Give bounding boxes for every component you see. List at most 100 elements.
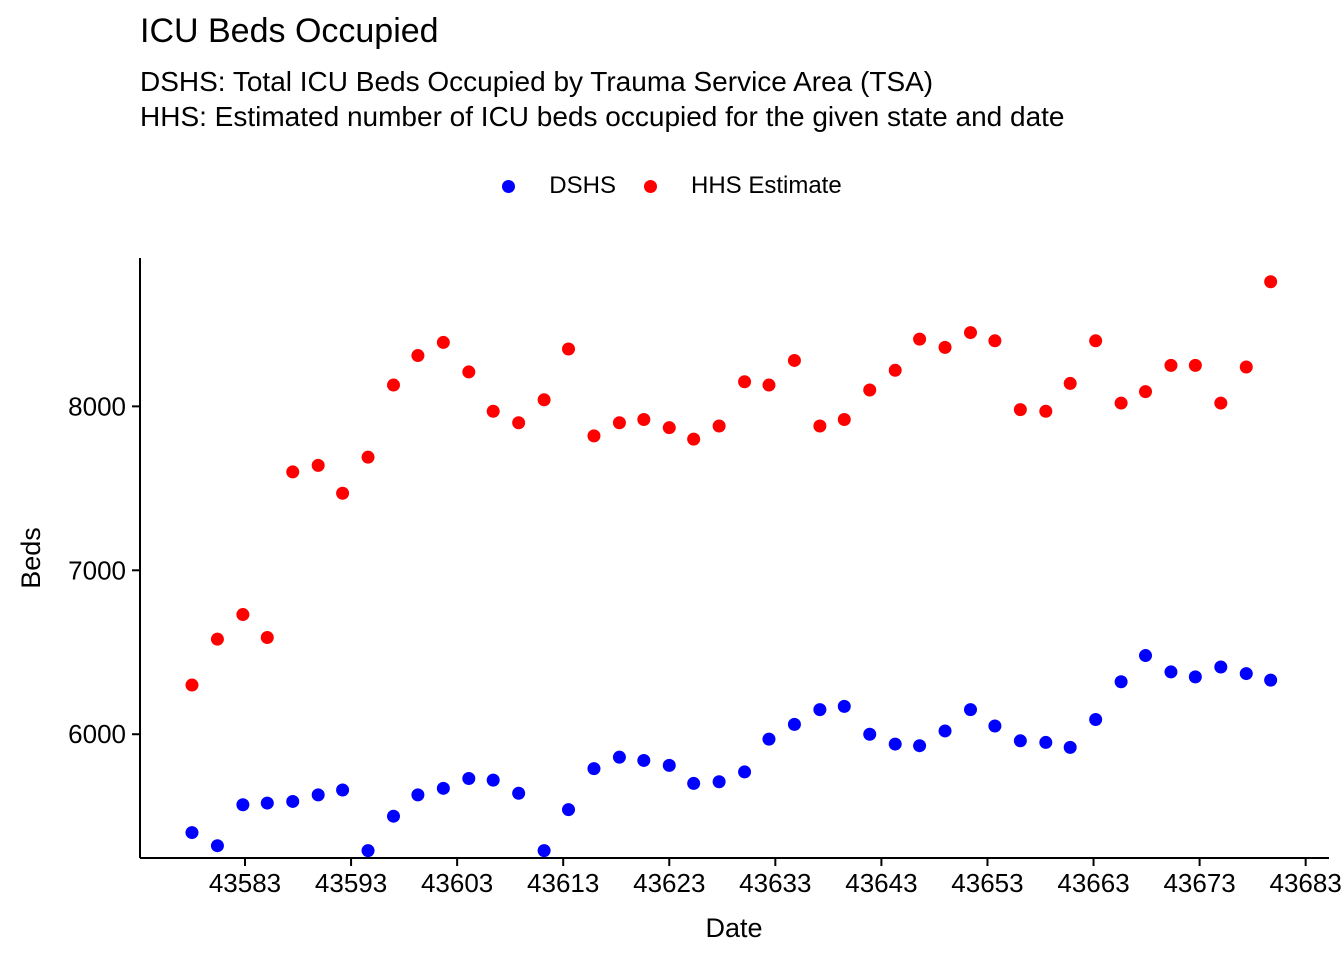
x-tick-label: 43613 bbox=[527, 868, 599, 898]
subtitle-line-1: DSHS: Total ICU Beds Occupied by Trauma … bbox=[140, 66, 934, 97]
point-dshs bbox=[888, 737, 902, 751]
point-hhs-estimate bbox=[411, 349, 425, 363]
point-dshs bbox=[988, 719, 1002, 733]
point-hhs-estimate bbox=[662, 421, 676, 435]
point-dshs bbox=[311, 788, 325, 802]
point-dshs bbox=[537, 844, 551, 858]
point-dshs bbox=[612, 750, 626, 764]
point-hhs-estimate bbox=[612, 416, 626, 430]
point-dshs bbox=[486, 773, 500, 787]
point-dshs bbox=[712, 775, 726, 789]
y-axis-title: Beds bbox=[16, 527, 46, 589]
point-hhs-estimate bbox=[386, 378, 400, 392]
y-tick-label: 8000 bbox=[68, 391, 126, 421]
point-dshs bbox=[1114, 675, 1128, 689]
legend-item-dshs: DSHS bbox=[502, 172, 616, 200]
data-points bbox=[185, 275, 1278, 858]
point-hhs-estimate bbox=[260, 631, 274, 645]
point-hhs-estimate bbox=[311, 458, 325, 472]
point-hhs-estimate bbox=[888, 363, 902, 377]
point-dshs bbox=[1264, 673, 1278, 687]
point-hhs-estimate bbox=[988, 334, 1002, 348]
point-hhs-estimate bbox=[1039, 404, 1053, 418]
chart-title: ICU Beds Occupied bbox=[140, 12, 439, 50]
point-dshs bbox=[562, 803, 576, 817]
x-tick-label: 43593 bbox=[315, 868, 387, 898]
point-hhs-estimate bbox=[562, 342, 576, 356]
point-dshs bbox=[185, 826, 199, 840]
point-dshs bbox=[837, 699, 851, 713]
point-dshs bbox=[1013, 734, 1027, 748]
point-hhs-estimate bbox=[913, 332, 927, 346]
point-hhs-estimate bbox=[1089, 334, 1103, 348]
x-tick-label: 43643 bbox=[845, 868, 917, 898]
point-dshs bbox=[787, 717, 801, 731]
point-dshs bbox=[1188, 670, 1202, 684]
x-tick-label: 43663 bbox=[1057, 868, 1129, 898]
point-dshs bbox=[938, 724, 952, 738]
point-hhs-estimate bbox=[712, 419, 726, 433]
y-tick-label: 7000 bbox=[68, 555, 126, 585]
point-dshs bbox=[260, 796, 274, 810]
point-dshs bbox=[361, 844, 375, 858]
point-dshs bbox=[687, 776, 701, 790]
point-dshs bbox=[236, 798, 250, 812]
legend-key-hhs bbox=[643, 179, 657, 193]
x-tick-label: 43673 bbox=[1163, 868, 1235, 898]
point-hhs-estimate bbox=[587, 429, 601, 443]
point-dshs bbox=[1039, 735, 1053, 749]
point-hhs-estimate bbox=[1013, 403, 1027, 417]
point-hhs-estimate bbox=[837, 412, 851, 426]
subtitle-line-2: HHS: Estimated number of ICU beds occupi… bbox=[140, 101, 1065, 132]
legend-label-dshs: DSHS bbox=[549, 172, 616, 199]
x-tick-label: 43583 bbox=[209, 868, 281, 898]
y-ticks: 6000 7000 8000 bbox=[68, 391, 140, 749]
point-hhs-estimate bbox=[738, 375, 752, 389]
point-hhs-estimate bbox=[1063, 376, 1077, 390]
point-dshs bbox=[1164, 665, 1178, 679]
x-axis-title: Date bbox=[705, 913, 762, 943]
point-dshs bbox=[1239, 667, 1253, 681]
point-hhs-estimate bbox=[1114, 396, 1128, 410]
point-dshs bbox=[738, 765, 752, 779]
point-hhs-estimate bbox=[687, 432, 701, 446]
point-hhs-estimate bbox=[1214, 396, 1228, 410]
point-dshs bbox=[411, 788, 425, 802]
legend-key-dshs bbox=[502, 179, 516, 193]
point-dshs bbox=[813, 703, 827, 717]
point-hhs-estimate bbox=[361, 450, 375, 464]
point-hhs-estimate bbox=[1139, 385, 1153, 399]
legend-label-hhs: HHS Estimate bbox=[690, 172, 842, 199]
point-hhs-estimate bbox=[185, 678, 199, 692]
point-hhs-estimate bbox=[787, 353, 801, 367]
point-hhs-estimate bbox=[462, 365, 476, 379]
point-dshs bbox=[637, 753, 651, 767]
x-tick-label: 43653 bbox=[951, 868, 1023, 898]
point-hhs-estimate bbox=[336, 486, 350, 500]
y-tick-label: 6000 bbox=[68, 719, 126, 749]
point-hhs-estimate bbox=[762, 378, 776, 392]
point-hhs-estimate bbox=[210, 632, 224, 646]
point-dshs bbox=[762, 732, 776, 746]
point-hhs-estimate bbox=[637, 412, 651, 426]
point-hhs-estimate bbox=[236, 608, 250, 622]
point-hhs-estimate bbox=[436, 335, 450, 349]
point-dshs bbox=[913, 739, 927, 753]
point-dshs bbox=[210, 839, 224, 853]
point-dshs bbox=[863, 727, 877, 741]
point-dshs bbox=[462, 771, 476, 785]
point-hhs-estimate bbox=[537, 393, 551, 407]
point-hhs-estimate bbox=[486, 404, 500, 418]
point-dshs bbox=[286, 794, 300, 808]
point-dshs bbox=[1089, 712, 1103, 726]
point-dshs bbox=[1063, 740, 1077, 754]
point-dshs bbox=[436, 781, 450, 795]
point-dshs bbox=[386, 809, 400, 823]
point-hhs-estimate bbox=[1239, 360, 1253, 374]
x-tick-label: 43623 bbox=[633, 868, 705, 898]
chart-subtitle: DSHS: Total ICU Beds Occupied by Trauma … bbox=[140, 64, 1065, 134]
point-hhs-estimate bbox=[963, 326, 977, 340]
point-hhs-estimate bbox=[1264, 275, 1278, 289]
point-hhs-estimate bbox=[286, 465, 300, 479]
